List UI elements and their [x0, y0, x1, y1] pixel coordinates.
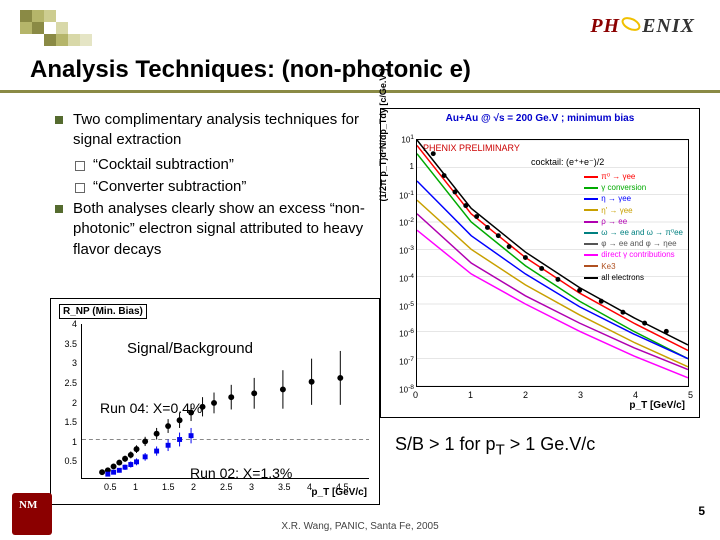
page-number: 5 — [698, 504, 705, 518]
bullet-list: Two complimentary analysis techniques fo… — [55, 110, 385, 264]
bullet-1b: “Converter subtraction” — [55, 177, 385, 197]
bullet-1a: “Cocktail subtraction” — [55, 155, 385, 175]
title-underline — [0, 90, 720, 93]
phenix-logo: PH ENIX — [590, 10, 695, 38]
cocktail-xlabel: p_T [GeV/c] — [629, 400, 685, 411]
sb-sub: T — [496, 442, 505, 459]
run02-label: Run 02: X=1.3% — [190, 465, 292, 481]
sb-threshold-text: S/B > 1 for pT > 1 Ge.V/c — [395, 434, 595, 459]
logo-ph: PH — [590, 15, 620, 37]
cocktail-legend: π⁰ → γeeγ conversionη → γeeη' → γeeρ → e… — [584, 171, 683, 283]
bullet-2: Both analyses clearly show an excess “no… — [55, 199, 385, 260]
logo-ring-icon — [620, 13, 642, 41]
bullet-1: Two complimentary analysis techniques fo… — [55, 110, 385, 151]
cocktail-ylabel: (1/2π p_T)d²N/dp_Tdy [c/Ge.V²] — [378, 69, 388, 202]
sb-text-1: S/B > 1 for p — [395, 434, 496, 454]
footer-text: X.R. Wang, PANIC, Santa Fe, 2005 — [0, 521, 720, 532]
cocktail-chart: Au+Au @ √s = 200 Ge.V ; minimum bias PHE… — [380, 108, 700, 418]
ratio-chart-title: R_NP (Min. Bias) — [59, 304, 147, 319]
signal-background-label: Signal/Background — [127, 340, 253, 357]
run04-label: Run 04: X=0.4% — [100, 400, 202, 416]
slide-title: Analysis Techniques: (non-photonic e) — [30, 56, 471, 84]
logo-enix: ENIX — [642, 15, 695, 37]
cocktail-chart-title: Au+Au @ √s = 200 Ge.V ; minimum bias — [381, 113, 699, 124]
sb-text-2: > 1 Ge.V/c — [505, 434, 596, 454]
